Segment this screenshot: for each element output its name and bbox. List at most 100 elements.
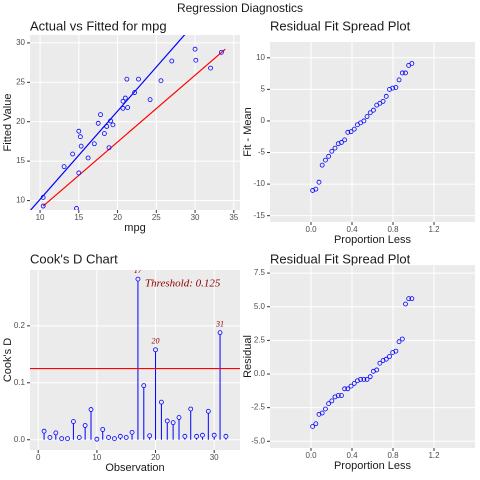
point	[409, 61, 415, 66]
panel-background	[30, 35, 240, 210]
y-tick-label: 20	[16, 117, 25, 126]
point	[364, 376, 370, 382]
y-tick-label: 0.1	[14, 378, 26, 387]
y-tick-label: 10	[16, 196, 25, 205]
point	[108, 118, 113, 124]
point	[361, 376, 367, 382]
point	[399, 336, 405, 342]
stem-head	[211, 432, 217, 438]
stem-head	[76, 435, 82, 440]
point	[348, 383, 354, 389]
point	[377, 360, 383, 366]
point	[136, 76, 141, 82]
figure-title: Regression Diagnostics	[177, 1, 303, 15]
point	[323, 406, 328, 412]
panel-title: Residual Fit Spread Plot	[270, 18, 411, 33]
point	[323, 157, 328, 163]
point	[332, 145, 338, 151]
point	[399, 70, 405, 76]
x-tick-label: 0.8	[387, 451, 399, 460]
point	[361, 118, 367, 124]
point	[169, 58, 175, 64]
point	[120, 98, 126, 104]
x-tick-label: 0.8	[387, 225, 399, 234]
point	[319, 162, 325, 168]
point	[125, 105, 131, 110]
point	[329, 148, 335, 154]
x-tick-label: 25	[152, 213, 161, 222]
point	[335, 393, 341, 398]
y-tick-label: -15	[253, 211, 265, 220]
x-tick-label: 10	[92, 453, 101, 462]
stem-head	[182, 433, 188, 439]
reference-line	[30, 35, 186, 210]
y-tick-label: 15	[16, 156, 25, 165]
point	[122, 95, 128, 101]
point-label: 31	[215, 319, 224, 328]
x-tick-label: 30	[210, 453, 219, 462]
point	[393, 348, 399, 354]
point	[124, 76, 130, 82]
stem-head	[82, 423, 88, 428]
panel-background	[270, 265, 475, 448]
y-tick-label: -5	[258, 148, 266, 157]
x-tick-label: 1.2	[428, 225, 440, 234]
stem-head	[53, 430, 59, 436]
y-tick-label: 10	[256, 53, 265, 62]
x-axis-label: mpg	[124, 222, 145, 234]
stem-head	[88, 407, 94, 412]
y-tick-label: 2.5	[254, 335, 266, 344]
point	[403, 70, 408, 76]
point	[106, 145, 112, 151]
point	[345, 386, 351, 392]
stem-head	[170, 420, 176, 426]
stem-head	[158, 399, 164, 405]
stem-head	[194, 433, 199, 439]
point	[342, 137, 348, 143]
x-axis-label: Proportion Less	[334, 460, 412, 472]
panel-title: Actual vs Fitted for mpg	[30, 18, 167, 33]
point	[403, 301, 408, 307]
point	[104, 124, 110, 129]
point	[98, 112, 103, 118]
point	[342, 386, 348, 392]
point	[393, 85, 399, 90]
stem-head	[65, 436, 70, 442]
stem-head	[164, 418, 170, 424]
stem-head	[135, 276, 141, 282]
point	[351, 126, 357, 132]
x-tick-label: 0.0	[305, 451, 317, 460]
point	[91, 141, 97, 147]
point	[70, 151, 76, 157]
point	[85, 155, 91, 161]
x-tick-label: 20	[113, 213, 122, 222]
y-axis-label: Residual	[242, 335, 254, 378]
y-tick-label: 0.2	[14, 321, 26, 330]
point	[77, 134, 83, 140]
point	[193, 57, 199, 63]
x-tick-label: 10	[36, 213, 45, 222]
panel-title: Residual Fit Spread Plot	[270, 251, 411, 266]
point	[74, 206, 79, 210]
stem-head	[94, 436, 100, 442]
y-tick-label: 7.5	[254, 268, 266, 277]
x-tick-label: 0.4	[346, 225, 358, 234]
point	[371, 107, 376, 113]
stem-head	[141, 383, 147, 389]
point	[132, 90, 138, 95]
y-tick-label: 0	[261, 116, 266, 125]
point	[319, 410, 325, 416]
point	[387, 354, 392, 359]
y-tick-label: -2.5	[251, 403, 265, 412]
point	[95, 120, 101, 126]
panel-background	[270, 42, 475, 222]
threshold-annotation: Threshold: 0.125	[145, 278, 221, 290]
point-label: 20	[152, 337, 160, 346]
point	[374, 367, 380, 373]
y-axis-label: Cook's D	[2, 338, 14, 382]
point	[192, 46, 198, 52]
stem-head	[123, 435, 129, 440]
stem-head	[129, 429, 135, 435]
point	[351, 381, 357, 386]
